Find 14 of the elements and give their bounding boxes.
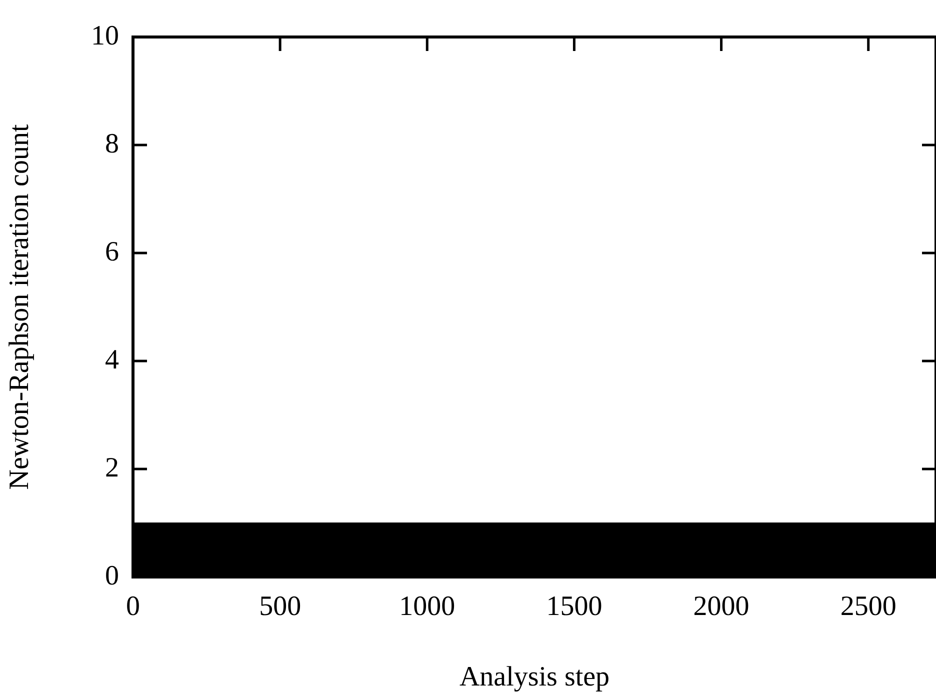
y-tick-label: 0 [105,560,119,592]
y-tick-label: 6 [105,236,119,268]
y-tick-label: 2 [105,452,119,484]
x-tick-label: 2500 [840,591,896,622]
x-tick-label: 2000 [693,591,750,622]
y-tick-label: 4 [105,344,119,376]
x-tick-label: 1500 [546,591,602,622]
x-tick-label: 500 [259,591,302,622]
y-axis-title: Newton-Raphson iteration count [4,124,36,490]
y-tick-label: 10 [91,20,119,52]
x-tick-label: 1000 [399,591,456,622]
x-tick-label: 0 [126,591,140,622]
y-tick-label: 8 [105,128,119,160]
x-axis-title: Analysis step [459,662,610,693]
